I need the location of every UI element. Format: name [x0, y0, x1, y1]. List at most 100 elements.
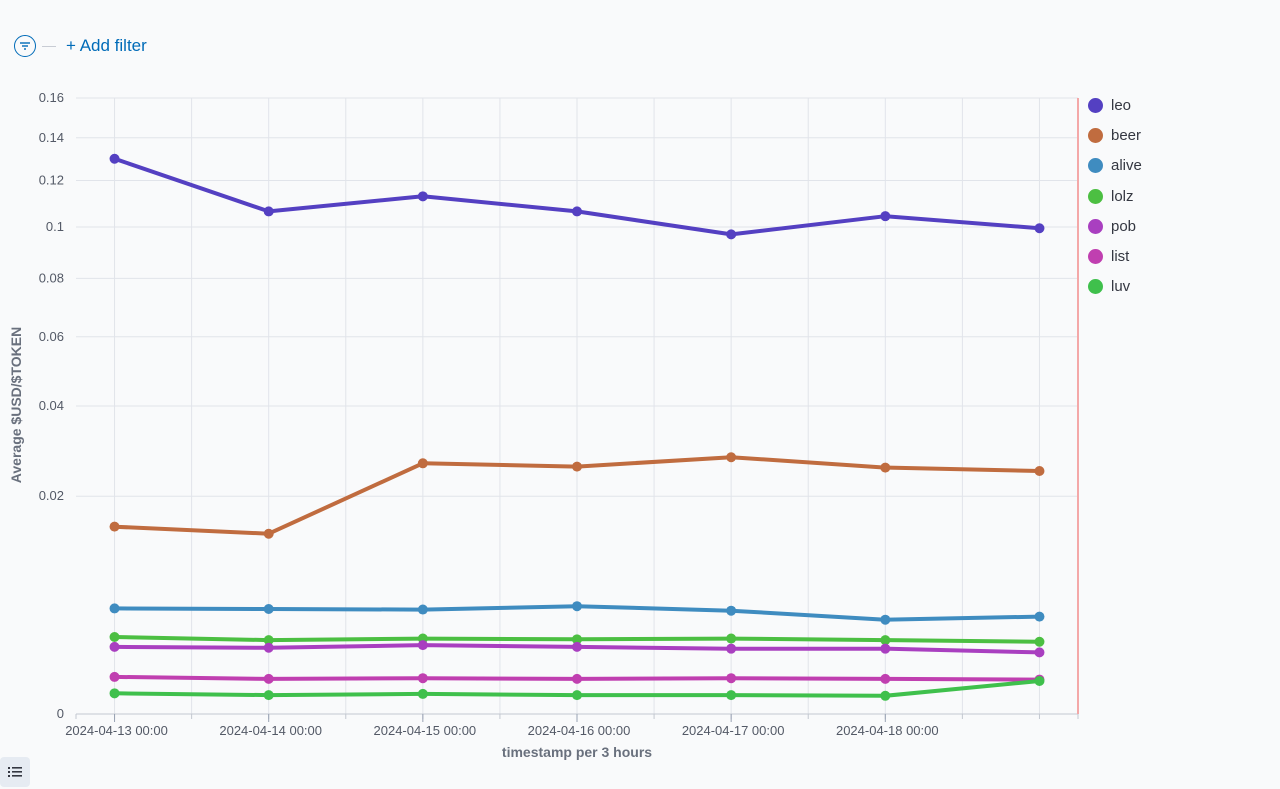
legend-label: list — [1111, 248, 1130, 266]
data-point-leo[interactable] — [726, 229, 737, 240]
data-point-lolz[interactable] — [726, 633, 737, 644]
data-point-leo[interactable] — [263, 206, 274, 217]
axes: 0 0.02 0.04 0.06 0.08 0.1 0.12 0.14 0.16 2024-04-… — [39, 90, 1079, 738]
y-tick-label: 0.08 — [39, 270, 64, 285]
data-point-pob[interactable] — [109, 641, 120, 652]
legend-item-pob[interactable]: pob — [1088, 211, 1142, 241]
legend-dot-icon — [1088, 97, 1103, 113]
data-point-lolz[interactable] — [1034, 636, 1045, 647]
series-lines — [109, 153, 1045, 701]
data-point-alive[interactable] — [572, 601, 582, 612]
data-point-lolz[interactable] — [572, 634, 582, 645]
data-point-list[interactable] — [726, 673, 737, 684]
data-point-list[interactable] — [572, 673, 582, 684]
series-leo — [109, 153, 1045, 240]
data-point-beer[interactable] — [109, 521, 120, 532]
data-point-beer[interactable] — [1034, 465, 1045, 476]
data-point-luv[interactable] — [263, 690, 274, 701]
chart-legend: leo beer alive lolz pob list luv — [1088, 90, 1142, 302]
data-point-beer[interactable] — [880, 462, 891, 473]
data-point-leo[interactable] — [572, 206, 582, 217]
legend-dot-icon — [1088, 127, 1103, 143]
data-point-alive[interactable] — [1034, 611, 1045, 622]
data-point-alive[interactable] — [263, 603, 274, 614]
x-tick-label: 2024-04-15 00:00 — [374, 723, 477, 738]
x-tick-label: 2024-04-13 00:00 — [65, 723, 168, 738]
series-pob — [109, 640, 1045, 658]
series-luv — [109, 675, 1045, 701]
data-point-alive[interactable] — [726, 605, 737, 616]
x-tick-label: 2024-04-16 00:00 — [528, 723, 631, 738]
data-point-leo[interactable] — [1034, 223, 1045, 234]
y-tick-label: 0.14 — [39, 130, 64, 145]
data-point-luv[interactable] — [417, 688, 428, 699]
y-tick-label: 0.12 — [39, 173, 64, 188]
legend-label: luv — [1111, 278, 1131, 296]
y-tick-label: 0.16 — [39, 90, 64, 105]
data-point-alive[interactable] — [880, 614, 891, 625]
data-point-lolz[interactable] — [263, 635, 274, 646]
data-point-luv[interactable] — [572, 690, 582, 701]
data-point-list[interactable] — [263, 673, 274, 684]
data-point-pob[interactable] — [417, 640, 428, 651]
y-tick-label: 0.06 — [39, 329, 64, 344]
data-point-beer[interactable] — [572, 461, 582, 472]
legend-item-luv[interactable]: luv — [1088, 272, 1142, 302]
legend-label: pob — [1111, 217, 1137, 235]
data-point-list[interactable] — [880, 673, 891, 684]
legend-toggle-button[interactable] — [0, 757, 30, 787]
legend-item-leo[interactable]: leo — [1088, 90, 1142, 120]
add-filter-button[interactable]: + Add filter — [66, 36, 147, 55]
data-point-pob[interactable] — [263, 642, 274, 653]
legend-item-alive[interactable]: alive — [1088, 151, 1142, 181]
data-point-lolz[interactable] — [109, 632, 120, 642]
data-point-luv[interactable] — [109, 688, 120, 699]
data-point-lolz[interactable] — [880, 635, 891, 646]
x-tick-label: 2024-04-18 00:00 — [836, 723, 939, 738]
legend-label: leo — [1111, 96, 1132, 114]
legend-label: alive — [1111, 157, 1142, 175]
x-tick-label: 2024-04-14 00:00 — [219, 723, 322, 738]
data-point-leo[interactable] — [880, 211, 891, 222]
legend-item-lolz[interactable]: lolz — [1088, 181, 1142, 211]
x-tick-label: 2024-04-17 00:00 — [682, 723, 785, 738]
data-point-list[interactable] — [417, 673, 428, 684]
filter-bar: + Add filter — [14, 30, 147, 62]
data-point-alive[interactable] — [417, 604, 428, 615]
filter-lines-icon[interactable] — [14, 35, 36, 57]
data-point-pob[interactable] — [726, 643, 737, 654]
data-point-leo[interactable] — [417, 191, 428, 202]
legend-dot-icon — [1088, 158, 1103, 174]
data-point-beer[interactable] — [417, 458, 428, 469]
y-tick-label: 0 — [57, 706, 64, 721]
y-tick-label: 0.1 — [46, 219, 64, 234]
data-point-pob[interactable] — [572, 641, 582, 652]
data-point-pob[interactable] — [880, 643, 891, 654]
grid — [76, 97, 1078, 715]
series-beer — [109, 452, 1045, 539]
legend-label: beer — [1111, 126, 1142, 144]
data-point-beer[interactable] — [726, 452, 737, 463]
legend-item-list[interactable]: list — [1088, 241, 1142, 271]
legend-label: lolz — [1111, 187, 1134, 205]
series-lolz — [109, 632, 1045, 647]
data-point-beer[interactable] — [263, 528, 274, 539]
x-axis-title: timestamp per 3 hours — [502, 744, 652, 760]
data-point-list[interactable] — [109, 671, 120, 682]
list-icon — [8, 767, 22, 777]
data-point-leo[interactable] — [109, 153, 120, 164]
data-point-luv[interactable] — [880, 690, 891, 701]
legend-dot-icon — [1088, 279, 1103, 295]
filter-separator — [42, 45, 56, 47]
legend-dot-icon — [1088, 188, 1103, 204]
data-point-luv[interactable] — [726, 690, 737, 701]
series-list — [109, 671, 1045, 685]
y-tick-label: 0.04 — [39, 398, 64, 413]
data-point-pob[interactable] — [1034, 647, 1045, 658]
data-point-luv[interactable] — [1034, 675, 1045, 686]
data-point-alive[interactable] — [109, 603, 120, 614]
legend-item-beer[interactable]: beer — [1088, 120, 1142, 150]
series-alive — [109, 601, 1045, 625]
y-axis-title: Average $USD/$TOKEN — [8, 327, 24, 483]
